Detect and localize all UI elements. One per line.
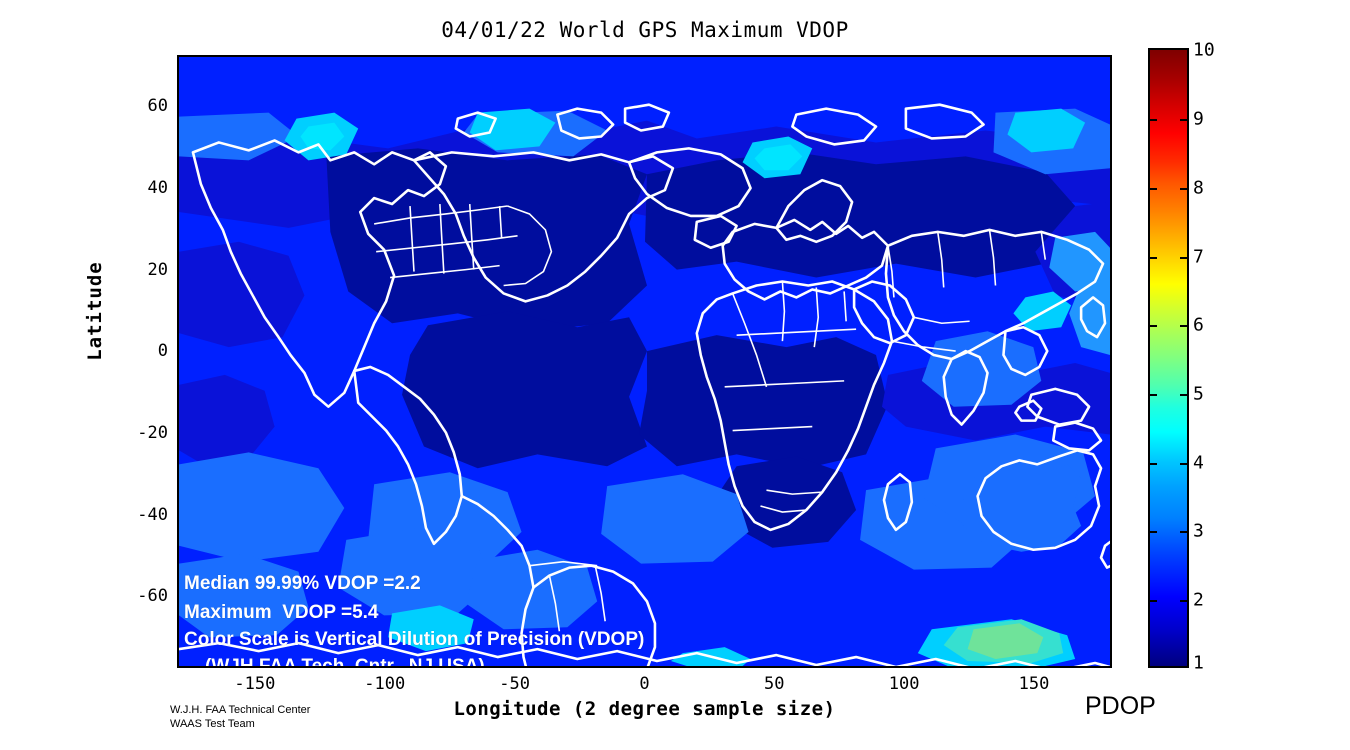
credits-line-1: W.J.H. FAA Technical Center <box>170 704 311 716</box>
colorbar-tick-7: 7 <box>1193 246 1204 268</box>
source-annotation: (WJH FAA Tech. Cntr., NJ USA) <box>205 656 485 668</box>
y-tick-neg40: -40 <box>137 504 168 525</box>
colorbar-tick-10: 10 <box>1193 39 1215 61</box>
x-tick-neg50: -50 <box>499 674 530 694</box>
y-tick-20: 20 <box>147 259 168 280</box>
colorbar-tick-8: 8 <box>1193 177 1204 199</box>
median-vdop-annotation: Median 99.99% VDOP =2.2 <box>184 573 421 594</box>
high-vdop-cyan-patches <box>284 108 1110 666</box>
colorbar-mark-6-right <box>1180 325 1189 327</box>
colorbar-mark-2-left <box>1148 600 1157 602</box>
coastlines <box>179 103 1110 666</box>
y-tick-neg20: -20 <box>137 422 168 443</box>
x-tick-150: 150 <box>1018 674 1050 694</box>
credits-line-2: WAAS Test Team <box>170 718 255 730</box>
x-tick-50: 50 <box>764 674 785 694</box>
page-title: 04/01/22 World GPS Maximum VDOP <box>441 18 849 42</box>
x-tick-0: 0 <box>639 674 650 694</box>
colorbar-mark-4-left <box>1148 463 1157 465</box>
x-tick-100: 100 <box>888 674 920 694</box>
colorbar-mark-3-right <box>1180 531 1189 533</box>
y-tick-neg60: -60 <box>137 586 168 607</box>
colorbar-tick-9: 9 <box>1193 108 1204 130</box>
credits-block: W.J.H. FAA Technical Center WAAS Test Te… <box>170 703 310 731</box>
colorbar-tick-3: 3 <box>1193 520 1204 542</box>
colorbar-label: PDOP <box>1085 692 1156 720</box>
colorbar-mark-2-right <box>1180 600 1189 602</box>
y-tick-40: 40 <box>147 177 168 198</box>
colorbar-mark-7-right <box>1180 257 1189 259</box>
political-borders <box>359 166 1047 632</box>
colorbar-tick-4: 4 <box>1193 452 1204 474</box>
colorbar-mark-9-right <box>1180 119 1189 121</box>
colorbar <box>1148 48 1189 668</box>
colorbar-mark-8-left <box>1148 188 1157 190</box>
maximum-vdop-annotation: Maximum VDOP =5.4 <box>184 602 379 623</box>
y-tick-60: 60 <box>147 96 168 117</box>
colorbar-tick-6: 6 <box>1193 314 1204 336</box>
colorbar-mark-4-right <box>1180 463 1189 465</box>
colorbar-mark-9-left <box>1148 119 1157 121</box>
low-vdop-bands <box>179 120 1110 548</box>
colorbar-mark-6-left <box>1148 325 1157 327</box>
x-tick-neg150: -150 <box>234 674 276 694</box>
colorbar-mark-5-left <box>1148 394 1157 396</box>
colorbar-mark-7-left <box>1148 257 1157 259</box>
colorscale-annotation: Color Scale is Vertical Dilution of Prec… <box>184 629 645 650</box>
colorbar-mark-5-right <box>1180 394 1189 396</box>
y-axis-ticks: 60 40 20 0 -20 -40 -60 <box>100 55 168 668</box>
colorbar-tick-5: 5 <box>1193 383 1204 405</box>
x-axis-ticks: -150 -100 -50 0 50 100 150 <box>177 674 1112 698</box>
colorbar-mark-8-right <box>1180 188 1189 190</box>
colorbar-tick-2: 2 <box>1193 589 1204 611</box>
map-plot-area: Median 99.99% VDOP =2.2 Maximum VDOP =5.… <box>177 55 1112 668</box>
colorbar-mark-3-left <box>1148 531 1157 533</box>
colorbar-tick-1: 1 <box>1193 652 1204 674</box>
x-tick-neg100: -100 <box>364 674 406 694</box>
y-axis-label: Latitude <box>84 261 106 361</box>
x-axis-label: Longitude (2 degree sample size) <box>453 698 836 720</box>
world-vdop-heatmap <box>179 57 1110 666</box>
y-tick-0: 0 <box>157 341 168 362</box>
